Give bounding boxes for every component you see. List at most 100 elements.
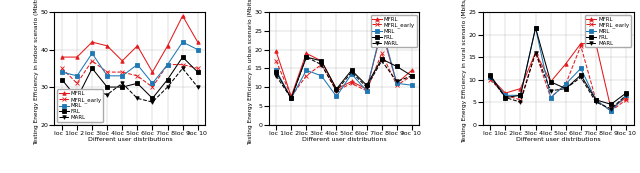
MFRL: [486, 76, 494, 78]
MRL: [272, 69, 280, 71]
MARL: [502, 97, 509, 99]
MRL: [607, 110, 615, 112]
Y-axis label: Testing Energy Efficiency in indoor scenario (Mbits/J): Testing Energy Efficiency in indoor scen…: [34, 0, 39, 145]
MFRL_early: [516, 99, 524, 101]
Line: MFRL_early: MFRL_early: [275, 52, 413, 98]
MFRL_early: [378, 52, 385, 54]
MFRL: [547, 81, 554, 83]
MARL: [363, 86, 371, 88]
MFRL: [363, 88, 371, 90]
MARL: [592, 101, 600, 103]
MFRL: [592, 43, 600, 45]
MFRL_early: [287, 95, 295, 98]
MARL: [194, 86, 202, 88]
MFRL_early: [547, 97, 554, 99]
MFRL: [378, 30, 385, 32]
MARL: [333, 90, 340, 92]
MFRL: [118, 60, 126, 62]
MARL: [516, 101, 524, 103]
MFRL_early: [317, 63, 325, 66]
Line: FRL: FRL: [275, 55, 413, 100]
MFRL_early: [303, 75, 310, 77]
MARL: [148, 101, 156, 103]
MFRL_early: [272, 60, 280, 62]
MARL: [486, 76, 494, 78]
MFRL_early: [532, 52, 540, 54]
MARL: [179, 67, 186, 69]
FRL: [363, 84, 371, 86]
FRL: [486, 74, 494, 76]
X-axis label: Different user distributions: Different user distributions: [516, 137, 600, 142]
Line: MRL: MRL: [60, 40, 200, 85]
MFRL: [148, 71, 156, 73]
MFRL_early: [164, 63, 172, 66]
MFRL: [607, 108, 615, 110]
FRL: [516, 94, 524, 96]
FRL: [317, 60, 325, 62]
FRL: [272, 71, 280, 73]
Line: MARL: MARL: [275, 55, 413, 100]
MFRL: [317, 60, 325, 62]
Line: MARL: MARL: [488, 51, 628, 111]
MARL: [134, 97, 141, 99]
MARL: [88, 90, 96, 92]
MRL: [363, 90, 371, 92]
MFRL: [622, 97, 630, 99]
Line: MFRL_early: MFRL_early: [60, 59, 200, 89]
MFRL_early: [148, 86, 156, 88]
MFRL: [562, 63, 570, 65]
MRL: [592, 99, 600, 101]
MFRL: [272, 50, 280, 52]
Line: MARL: MARL: [60, 67, 200, 104]
FRL: [194, 71, 202, 73]
MFRL_early: [486, 79, 494, 81]
MFRL_early: [73, 82, 81, 84]
MFRL_early: [577, 45, 585, 47]
FRL: [577, 74, 585, 76]
Line: FRL: FRL: [60, 55, 200, 100]
FRL: [118, 86, 126, 88]
Line: FRL: FRL: [488, 26, 628, 106]
MFRL: [134, 45, 141, 47]
MFRL: [73, 56, 81, 58]
MRL: [303, 69, 310, 71]
MFRL: [333, 88, 340, 90]
MFRL: [103, 45, 111, 47]
Line: MFRL: MFRL: [275, 29, 413, 98]
MFRL: [287, 95, 295, 98]
MRL: [486, 76, 494, 78]
MARL: [562, 88, 570, 90]
FRL: [378, 58, 385, 60]
MRL: [516, 94, 524, 96]
FRL: [148, 97, 156, 99]
MFRL_early: [348, 82, 355, 84]
FRL: [88, 67, 96, 69]
MRL: [58, 71, 66, 73]
MARL: [577, 76, 585, 78]
FRL: [502, 97, 509, 99]
MRL: [103, 75, 111, 77]
MARL: [408, 75, 416, 77]
MFRL_early: [194, 67, 202, 69]
FRL: [348, 69, 355, 71]
MARL: [287, 97, 295, 99]
MARL: [622, 94, 630, 96]
MFRL: [179, 15, 186, 17]
MRL: [179, 41, 186, 43]
MARL: [73, 97, 81, 99]
MRL: [194, 49, 202, 51]
MARL: [58, 94, 66, 96]
MRL: [73, 75, 81, 77]
MFRL_early: [622, 99, 630, 101]
MFRL_early: [393, 84, 401, 86]
MFRL: [88, 41, 96, 43]
FRL: [393, 65, 401, 67]
MARL: [348, 71, 355, 73]
Y-axis label: Testing Energy Efficiency in rural scenario (Mbits/J): Testing Energy Efficiency in rural scena…: [462, 0, 467, 143]
MFRL_early: [607, 110, 615, 112]
MFRL_early: [408, 75, 416, 77]
MARL: [317, 63, 325, 66]
FRL: [164, 79, 172, 81]
MRL: [502, 94, 509, 96]
FRL: [287, 97, 295, 99]
